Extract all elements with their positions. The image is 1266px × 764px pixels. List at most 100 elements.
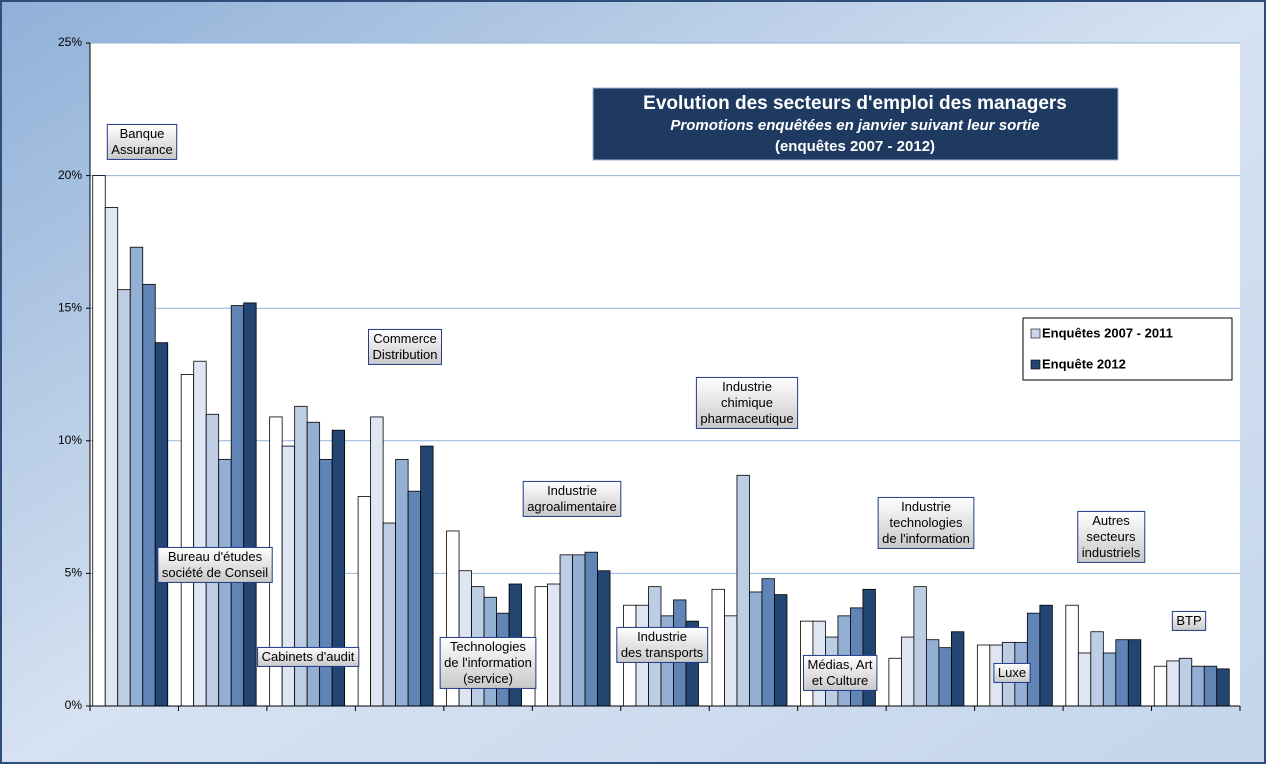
- category-label-text: Luxe: [998, 665, 1026, 680]
- bar: [395, 458, 409, 707]
- category-label-box: [802, 654, 878, 691]
- category-label-text: Cabinets d'audit: [262, 649, 355, 664]
- category-label: Autres secteurs industriels: [1077, 510, 1146, 563]
- bar: [1178, 657, 1193, 707]
- category-label-text: BTP: [1176, 613, 1201, 628]
- bar: [888, 657, 902, 707]
- y-tick-label: 10%: [58, 433, 82, 447]
- bar: [1039, 604, 1053, 707]
- category-label: Industrie agroalimentaire: [522, 480, 622, 517]
- category-label-box: [106, 123, 178, 160]
- category-label-text: Médias, Art et Culture: [807, 657, 872, 688]
- category-label-text: Industrie agroalimentaire: [527, 483, 617, 514]
- bar: [976, 644, 991, 707]
- bar: [736, 474, 750, 707]
- chart-title: Evolution des secteurs d'emploi des mana…: [643, 93, 1067, 114]
- y-tick-label: 25%: [58, 35, 82, 49]
- category-label-box: [1171, 610, 1207, 631]
- bar: [382, 522, 397, 707]
- bar: [92, 175, 106, 707]
- category-label: Cabinets d'audit: [257, 646, 360, 667]
- bar: [572, 554, 586, 707]
- category-label-text: Autres secteurs industriels: [1082, 513, 1141, 560]
- category-label-text: Industrie des transports: [621, 629, 704, 660]
- category-label: Industrie chimique pharmaceutique: [695, 376, 799, 429]
- bar: [1153, 665, 1168, 707]
- bar: [243, 302, 257, 707]
- category-label-text: Bureau d'études société de Conseil: [162, 549, 268, 580]
- bar: [281, 445, 296, 707]
- bar: [534, 586, 548, 707]
- category-label-box: [877, 496, 975, 549]
- bar: [559, 554, 573, 707]
- category-label-text: Technologies de l'information (service): [444, 639, 532, 686]
- category-label-box: [367, 328, 443, 365]
- category-label-box: [695, 376, 799, 429]
- bar: [1115, 639, 1129, 707]
- bar: [1203, 665, 1218, 707]
- bar: [913, 586, 927, 707]
- bar: [1077, 652, 1092, 707]
- y-tick-label: 5%: [65, 566, 83, 580]
- category-label-box: [993, 662, 1031, 683]
- bar: [142, 283, 156, 707]
- bar: [357, 496, 372, 707]
- bar: [154, 342, 169, 707]
- chart-note: (enquêtes 2007 - 2012): [775, 138, 935, 155]
- category-label: Médias, Art et Culture: [802, 654, 878, 691]
- category-label-text: Industrie chimique pharmaceutique: [700, 379, 793, 426]
- bar: [1166, 660, 1180, 707]
- category-label-box: [1077, 510, 1146, 563]
- legend-swatch: [1030, 328, 1041, 339]
- bar: [711, 588, 725, 707]
- bar: [407, 490, 422, 707]
- title-box: [592, 87, 1119, 161]
- category-label-box: [616, 626, 709, 663]
- bar: [180, 374, 195, 707]
- category-label-text: Industrie technologies de l'information: [882, 499, 970, 546]
- bar: [230, 305, 245, 707]
- bar: [319, 458, 333, 707]
- bar: [1026, 612, 1041, 707]
- bar: [420, 445, 434, 707]
- bar: [900, 636, 915, 707]
- bar: [761, 578, 775, 707]
- bar: [1216, 668, 1230, 707]
- category-label: Industrie technologies de l'information: [877, 496, 975, 549]
- bar: [950, 631, 965, 707]
- legend: [1022, 317, 1233, 381]
- category-label: Banque Assurance: [106, 123, 178, 160]
- category-label: Commerce Distribution: [367, 328, 443, 365]
- category-label: Industrie des transports: [616, 626, 709, 663]
- category-label-text: Banque Assurance: [111, 126, 172, 157]
- bar: [938, 647, 952, 707]
- bar: [749, 591, 763, 707]
- bar: [129, 246, 144, 707]
- bar: [1090, 631, 1104, 707]
- bar: [774, 594, 788, 707]
- category-label: Technologies de l'information (service): [439, 636, 537, 689]
- bar: [370, 416, 384, 707]
- chart-subtitle: Promotions enquêtées en janvier suivant …: [670, 117, 1039, 134]
- bar: [1102, 652, 1117, 707]
- category-label-box: [157, 546, 273, 583]
- category-label: Luxe: [993, 662, 1031, 683]
- category-label: Bureau d'études société de Conseil: [157, 546, 273, 583]
- legend-swatch: [1030, 359, 1041, 370]
- bar: [104, 207, 119, 707]
- legend-label: Enquête 2012: [1042, 356, 1126, 371]
- bar: [597, 570, 611, 707]
- bar: [117, 289, 131, 707]
- bar: [1065, 604, 1079, 707]
- bar: [584, 551, 598, 707]
- bar: [724, 615, 738, 707]
- y-tick-label: 0%: [65, 698, 83, 712]
- category-label: BTP: [1171, 610, 1207, 631]
- bar: [193, 360, 207, 707]
- category-label-box: [257, 646, 360, 667]
- category-label-box: [522, 480, 622, 517]
- y-tick-label: 20%: [58, 168, 82, 182]
- legend-label: Enquêtes 2007 - 2011: [1042, 325, 1173, 340]
